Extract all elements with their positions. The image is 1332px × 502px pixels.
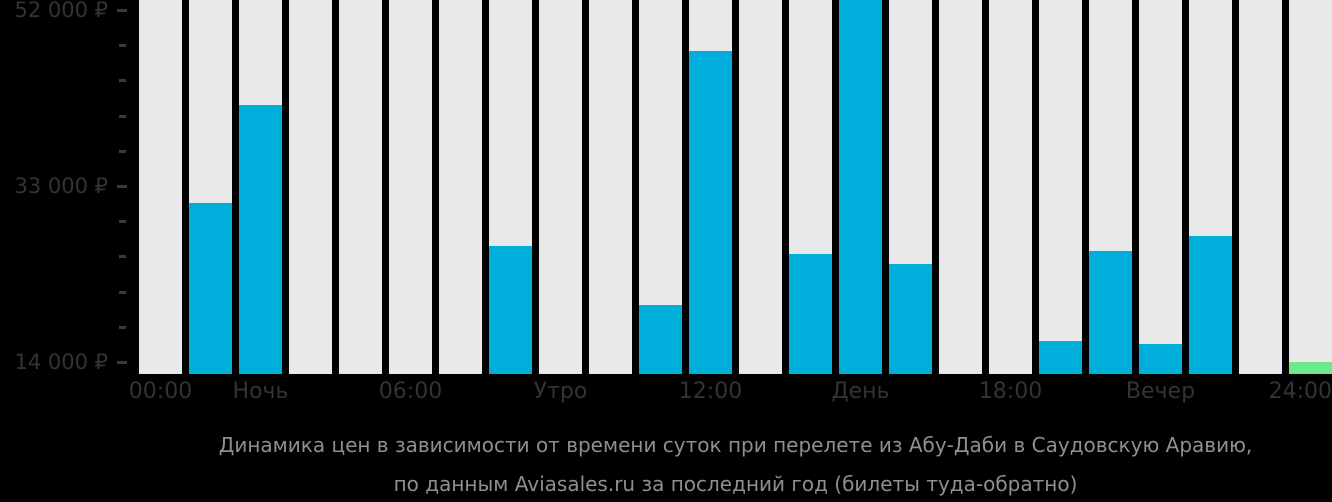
hour-column-23 [1289, 0, 1332, 374]
y-axis-minor-tick [119, 220, 126, 224]
hour-column-01 [189, 0, 232, 374]
column-background [589, 0, 632, 374]
x-axis-label-ночь: Ночь [232, 379, 289, 404]
x-axis-label-06:00: 06:00 [378, 379, 443, 404]
y-axis-major-tick [117, 9, 127, 12]
caption-line-2: по данным Aviasales.ru за последний год … [393, 472, 1078, 496]
price-bar[interactable] [489, 246, 532, 374]
y-axis-minor-tick [119, 149, 126, 153]
x-axis-label-18:00: 18:00 [978, 379, 1043, 404]
y-axis-major-tick [117, 360, 127, 364]
hour-column-04 [339, 0, 382, 374]
hour-column-15 [889, 0, 932, 374]
column-background [989, 0, 1032, 374]
price-bar[interactable] [1189, 236, 1232, 374]
hour-column-21 [1189, 0, 1232, 374]
hour-column-08 [539, 0, 582, 374]
column-background [289, 0, 332, 374]
hour-column-00 [139, 0, 182, 374]
price-bar[interactable] [1089, 250, 1132, 374]
column-background [539, 0, 582, 374]
hour-column-09 [589, 0, 632, 374]
hour-column-03 [289, 0, 332, 374]
x-axis-label-12:00: 12:00 [678, 379, 743, 404]
y-axis-minor-tick [119, 44, 126, 48]
hour-column-18 [1039, 0, 1082, 374]
price-bar[interactable] [689, 50, 732, 374]
y-axis-minor-tick [119, 290, 126, 294]
price-bar[interactable] [789, 253, 832, 374]
price-bar[interactable] [889, 263, 932, 374]
column-background [139, 0, 182, 374]
y-axis-minor-tick [119, 114, 126, 118]
column-background [439, 0, 482, 374]
x-axis-label-день: День [831, 379, 890, 404]
hour-column-10 [639, 0, 682, 374]
hour-column-17 [989, 0, 1032, 374]
hour-column-14 [839, 0, 882, 374]
column-background [1139, 0, 1182, 374]
column-background [389, 0, 432, 374]
column-background [739, 0, 782, 374]
y-axis-minor-tick [119, 79, 126, 83]
price-bar[interactable] [1139, 344, 1182, 374]
column-background [1289, 0, 1332, 374]
hour-column-02 [239, 0, 282, 374]
column-background [1239, 0, 1282, 374]
y-axis-label: 52 000 ₽ [14, 0, 108, 23]
y-axis-major-tick [117, 184, 127, 188]
y-axis-minor-tick [119, 255, 126, 259]
y-axis-label: 14 000 ₽ [14, 349, 108, 374]
column-background [1039, 0, 1082, 374]
x-axis-label-утро: Утро [533, 379, 588, 404]
caption-line-1: Динамика цен в зависимости от времени су… [218, 433, 1253, 457]
hour-column-07 [489, 0, 532, 374]
hour-column-12 [739, 0, 782, 374]
price-bar-cheapest[interactable] [1289, 362, 1332, 374]
price-bar[interactable] [839, 0, 882, 374]
hour-column-22 [1239, 0, 1282, 374]
column-background [339, 0, 382, 374]
hour-column-20 [1139, 0, 1182, 374]
hour-column-19 [1089, 0, 1132, 374]
x-axis-label-вечер: Вечер [1125, 379, 1196, 404]
hour-column-13 [789, 0, 832, 374]
hour-column-06 [439, 0, 482, 374]
hour-column-05 [389, 0, 432, 374]
column-background [939, 0, 982, 374]
plot-area [139, 0, 1332, 374]
x-axis-label-00:00: 00:00 [128, 379, 193, 404]
x-axis-label-24:00: 24:00 [1268, 379, 1332, 404]
chart-caption: Динамика цен в зависимости от времени су… [139, 426, 1332, 502]
price-bar[interactable] [639, 304, 682, 374]
price-bar[interactable] [1039, 340, 1082, 374]
y-axis-label: 33 000 ₽ [14, 173, 108, 198]
price-bar[interactable] [239, 105, 282, 374]
price-bar[interactable] [189, 202, 232, 374]
hour-column-16 [939, 0, 982, 374]
hour-column-11 [689, 0, 732, 374]
y-axis-minor-tick [119, 325, 126, 329]
